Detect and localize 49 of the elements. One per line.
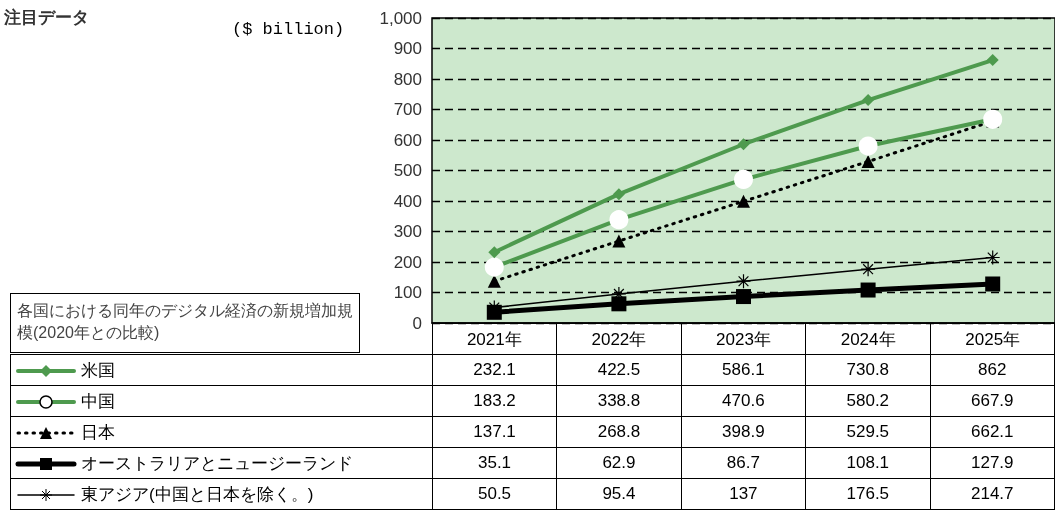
y-tick-label: 300 <box>393 222 422 241</box>
data-label: 127.9 <box>930 447 1055 479</box>
y-tick-label: 700 <box>393 100 422 119</box>
data-label: 862 <box>930 354 1055 386</box>
y-tick-label: 100 <box>393 283 422 302</box>
y-tick-label: 400 <box>393 191 422 211</box>
y-tick-label: 200 <box>393 252 422 272</box>
data-label: 137 <box>681 478 806 510</box>
legend-label: オーストラリアとニュージーランド <box>10 447 433 479</box>
data-label: 232.1 <box>432 354 557 386</box>
data-label: 268.8 <box>556 416 682 448</box>
y-tick-label: 500 <box>393 161 422 180</box>
data-label: 35.1 <box>432 447 557 479</box>
data-label: 662.1 <box>930 416 1055 448</box>
data-label: 586.1 <box>681 354 806 386</box>
text: 注目データ <box>4 7 89 29</box>
data-label: 50.5 <box>432 478 557 510</box>
data-label: 62.9 <box>556 447 682 479</box>
data-label: 176.5 <box>805 478 931 510</box>
legend-label: 中国 <box>10 385 433 417</box>
data-label: 338.8 <box>556 385 682 417</box>
y-tick-label: 0 <box>412 313 422 333</box>
data-label: 470.6 <box>681 385 806 417</box>
data-label: 667.9 <box>930 385 1055 417</box>
x-tick-label: 2022年 <box>591 330 647 349</box>
data-label: 422.5 <box>556 354 682 386</box>
x-tick-label: 2024年 <box>840 330 896 349</box>
data-label: 86.7 <box>681 447 806 479</box>
y-tick-label: 900 <box>393 39 422 58</box>
data-label: 580.2 <box>805 385 931 417</box>
y-axis-title: ($ billion) <box>232 20 345 39</box>
data-label: 529.5 <box>805 416 931 448</box>
data-label: 95.4 <box>556 478 682 510</box>
x-tick-label: 2025年 <box>965 330 1021 349</box>
data-label: 108.1 <box>805 447 931 479</box>
y-tick-label: 600 <box>393 130 422 150</box>
data-label: 183.2 <box>432 385 557 417</box>
data-label: 398.9 <box>681 416 806 448</box>
x-tick-label: 2023年 <box>716 330 771 349</box>
data-label: 137.1 <box>432 416 557 448</box>
y-tick-label: 800 <box>393 69 422 89</box>
x-tick-label: 2021年 <box>466 330 522 349</box>
legend-label: 米国 <box>10 354 433 386</box>
data-label: 730.8 <box>805 354 931 386</box>
legend-label: 日本 <box>10 416 433 448</box>
data-label: 214.7 <box>930 478 1055 510</box>
legend-label: 東アジア(中国と日本を除く。) <box>10 478 433 510</box>
legend-title: 各国における同年のデジタル経済の新規増加規模(2020年との比較) <box>10 293 360 353</box>
y-tick-label: 1,000 <box>379 8 422 28</box>
